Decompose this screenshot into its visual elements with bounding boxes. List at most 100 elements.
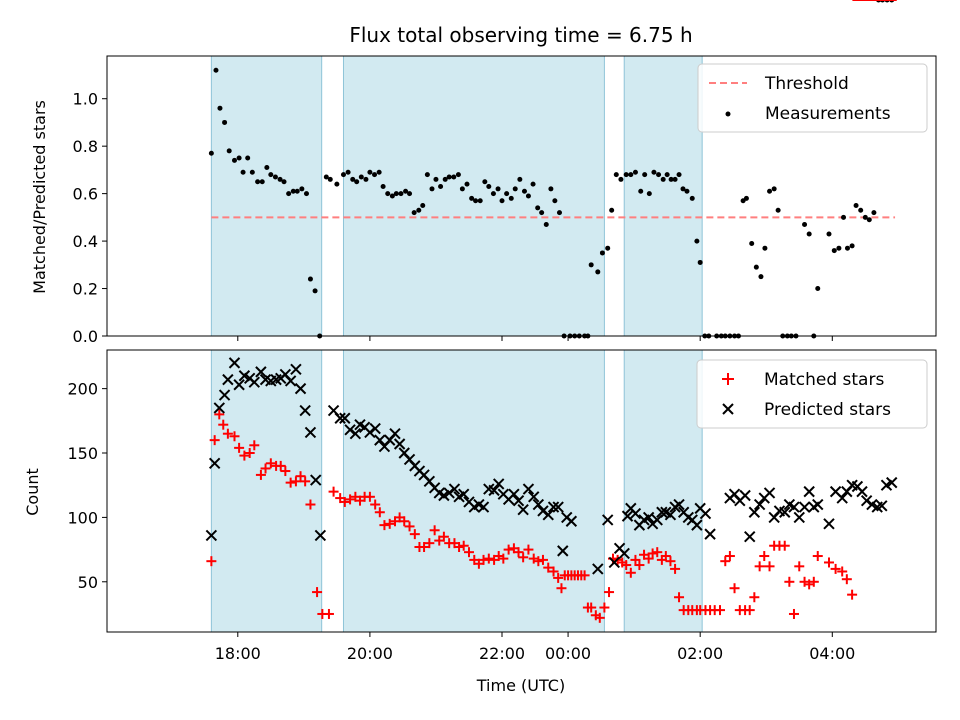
- x-b: [537, 505, 549, 517]
- measurement-point: [694, 238, 700, 244]
- x-b: [284, 375, 297, 387]
- measurement-point: [398, 191, 404, 197]
- matched-star-point: [218, 419, 229, 430]
- x-b: [763, 487, 776, 499]
- matched-star-point: [720, 556, 731, 567]
- matched-star-point: [841, 574, 852, 585]
- predicted-star-point: [508, 488, 520, 500]
- measurement-point: [367, 169, 373, 175]
- measurement-point: [841, 214, 847, 220]
- matched-star-point: [630, 554, 641, 565]
- x-b: [403, 453, 416, 466]
- matched-star-point: [399, 516, 410, 527]
- observing-interval-shade: [210, 349, 323, 633]
- measurement-point: [299, 186, 305, 192]
- measurement-point: [354, 179, 360, 185]
- x-b: [374, 434, 386, 446]
- y-tick-label: 0.8: [73, 137, 98, 156]
- predicted-star-point: [552, 501, 564, 513]
- y-tick-label: 200: [67, 380, 98, 399]
- measurement-point: [438, 184, 444, 190]
- x-b: [457, 488, 470, 500]
- predicted-star-point: [608, 556, 621, 569]
- measurement-point: [350, 176, 356, 182]
- predicted-star-point: [601, 514, 614, 526]
- x-b: [773, 505, 786, 517]
- measurement-point: [446, 174, 452, 180]
- measurement-point: [403, 188, 409, 194]
- x-b: [483, 483, 495, 495]
- predicted-star-point: [642, 511, 655, 524]
- matched-star-point: [604, 587, 615, 598]
- predicted-star-point: [886, 476, 898, 489]
- measurement-point: [632, 169, 638, 175]
- matched-star-point: [285, 477, 296, 488]
- measurement-point: [473, 198, 479, 204]
- x-b: [846, 479, 858, 491]
- x-tick-label: 04:00: [809, 644, 855, 663]
- observing-interval-shade: [210, 55, 323, 337]
- matched-star-point: [379, 520, 390, 531]
- matched-star-point: [454, 542, 465, 553]
- measurement-point: [743, 195, 749, 201]
- x-b: [354, 418, 366, 431]
- x-b: [660, 506, 672, 518]
- measurement-point: [226, 148, 232, 154]
- predicted-star-point: [748, 506, 761, 518]
- measurement-point: [548, 186, 554, 192]
- measurement-point: [771, 186, 777, 192]
- measurement-point: [416, 207, 422, 213]
- ratio-legend-box: [697, 63, 928, 133]
- y-tick-label: 1.0: [73, 90, 98, 109]
- measurement-point: [844, 245, 850, 251]
- matched-star-point: [548, 566, 559, 577]
- x-b: [744, 531, 756, 543]
- measurement-point: [552, 198, 558, 204]
- matched-star-point: [788, 608, 799, 619]
- measurement-point: [697, 259, 703, 265]
- x-b: [255, 366, 267, 378]
- y-tick-label: 100: [67, 508, 98, 527]
- x-b: [691, 519, 703, 531]
- x-b: [443, 487, 455, 499]
- measurement-point: [535, 205, 541, 211]
- measurement-point: [517, 176, 523, 182]
- matched-star-point: [419, 542, 430, 553]
- x-b: [664, 509, 677, 521]
- predicted-star-point: [537, 505, 549, 517]
- y-tick-label: 150: [67, 444, 98, 463]
- y-tick-label: 0.4: [73, 232, 98, 251]
- measurement-point: [836, 245, 842, 251]
- matched-star-point: [812, 551, 823, 562]
- matched-star-point: [384, 518, 395, 529]
- measurement-point: [762, 245, 768, 251]
- measurement-point: [208, 150, 214, 156]
- measurement-point: [599, 250, 605, 256]
- x-b: [213, 402, 226, 414]
- matched-star-point: [244, 448, 255, 459]
- predicted-star-point: [522, 483, 535, 495]
- x-b: [344, 424, 356, 436]
- measurement-point: [433, 176, 439, 182]
- predicted-star-point: [369, 422, 381, 435]
- matched-star-point: [847, 589, 858, 600]
- x-b: [334, 412, 346, 424]
- measurement-point: [442, 176, 448, 182]
- measurement-point: [676, 172, 682, 178]
- matched-star-point: [665, 556, 676, 567]
- measurement-point: [646, 191, 652, 197]
- measurement-point: [393, 191, 399, 197]
- matched-legend-label: Matched stars: [764, 370, 884, 390]
- matched-star-point: [364, 491, 375, 502]
- matched-star-point: [754, 561, 765, 572]
- predicted-star-point: [621, 510, 634, 522]
- measurement-point: [334, 181, 340, 187]
- predicted-star-point: [629, 507, 642, 520]
- matched-star-point: [260, 463, 271, 474]
- matched-star-point: [759, 551, 770, 562]
- x-b: [704, 528, 716, 540]
- predicted-star-point: [218, 389, 231, 401]
- predicted-star-point: [557, 545, 569, 557]
- predicted-star-point: [664, 509, 677, 521]
- matched-star-point: [513, 547, 524, 558]
